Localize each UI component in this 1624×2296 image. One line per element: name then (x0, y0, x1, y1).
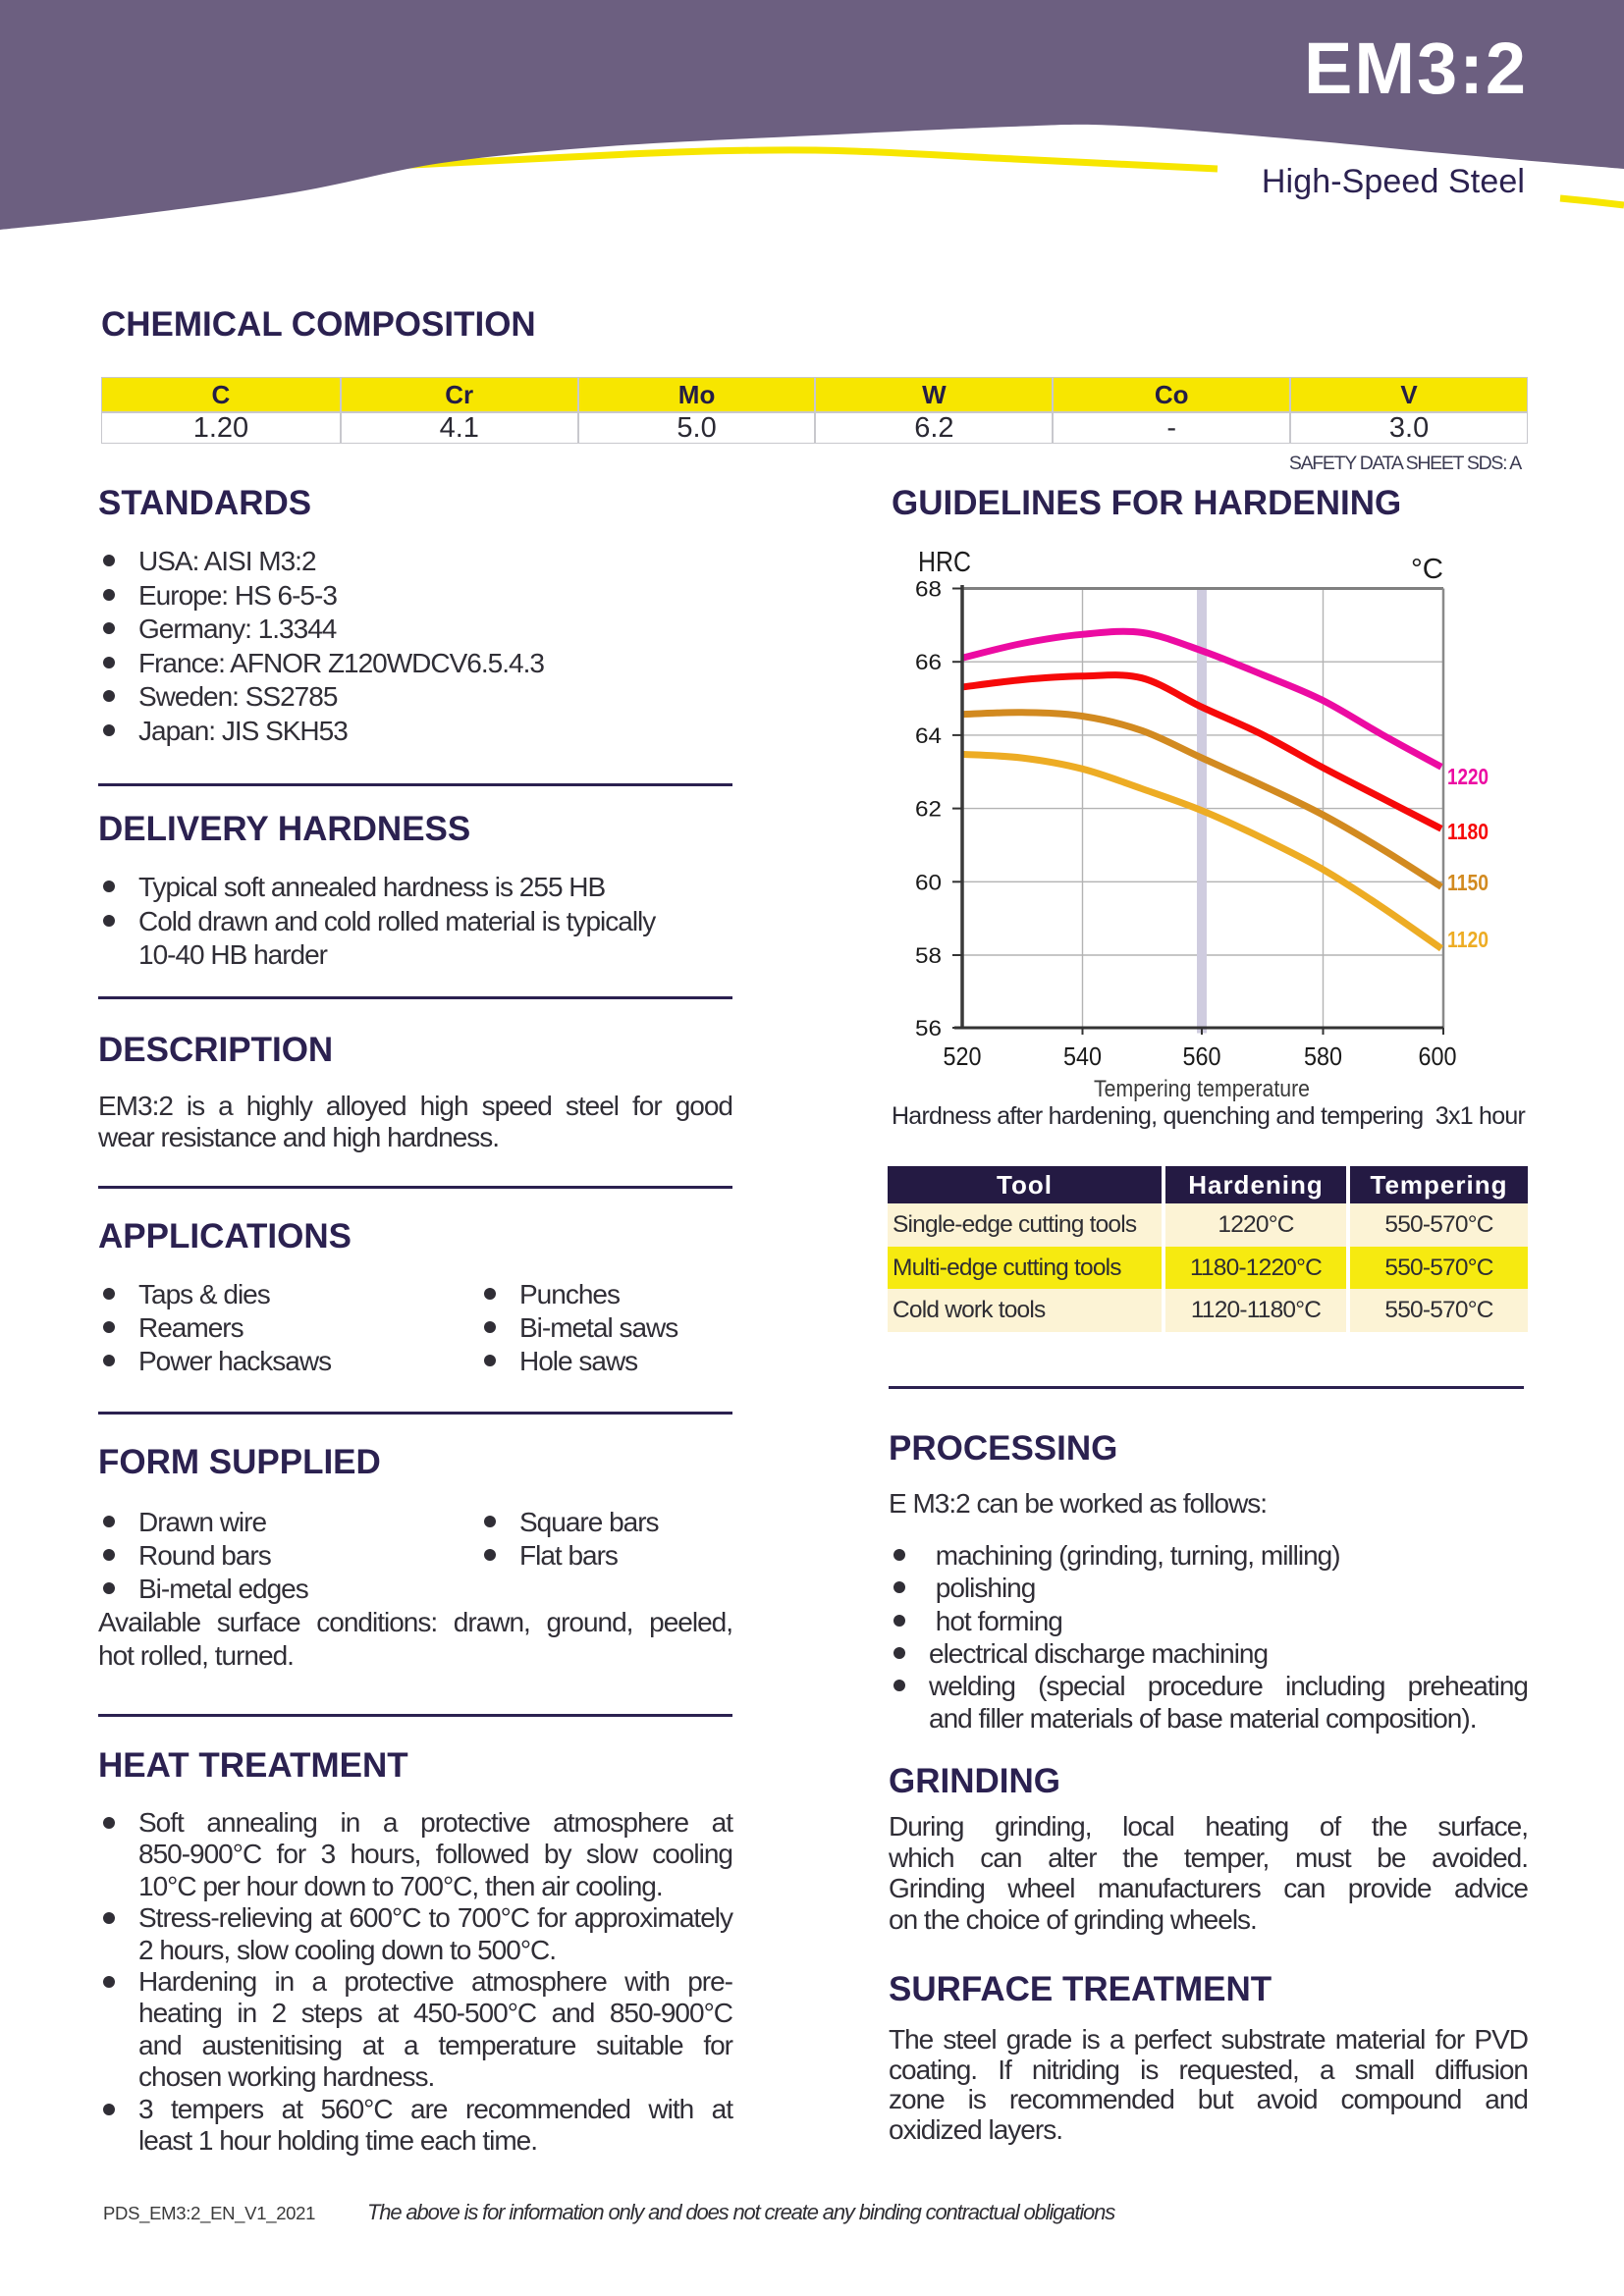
svg-text:HRC: HRC (918, 547, 971, 578)
svg-text:560: 560 (1183, 1041, 1221, 1071)
svg-text:600: 600 (1419, 1041, 1457, 1071)
svg-text:540: 540 (1063, 1041, 1102, 1071)
svg-text:520: 520 (944, 1041, 982, 1071)
svg-text:60: 60 (915, 870, 942, 894)
svg-text:°C: °C (1411, 554, 1443, 585)
svg-text:58: 58 (915, 943, 942, 968)
svg-text:580: 580 (1304, 1041, 1342, 1071)
svg-text:Tempering temperature: Tempering temperature (1094, 1076, 1310, 1102)
svg-text:62: 62 (915, 797, 942, 822)
svg-text:68: 68 (915, 577, 942, 602)
svg-text:56: 56 (915, 1016, 942, 1041)
svg-text:66: 66 (915, 650, 942, 674)
svg-text:64: 64 (915, 723, 942, 748)
svg-text:1220: 1220 (1447, 764, 1489, 789)
svg-text:1150: 1150 (1447, 870, 1489, 895)
svg-text:1120: 1120 (1447, 927, 1489, 952)
svg-text:1180: 1180 (1447, 819, 1489, 844)
